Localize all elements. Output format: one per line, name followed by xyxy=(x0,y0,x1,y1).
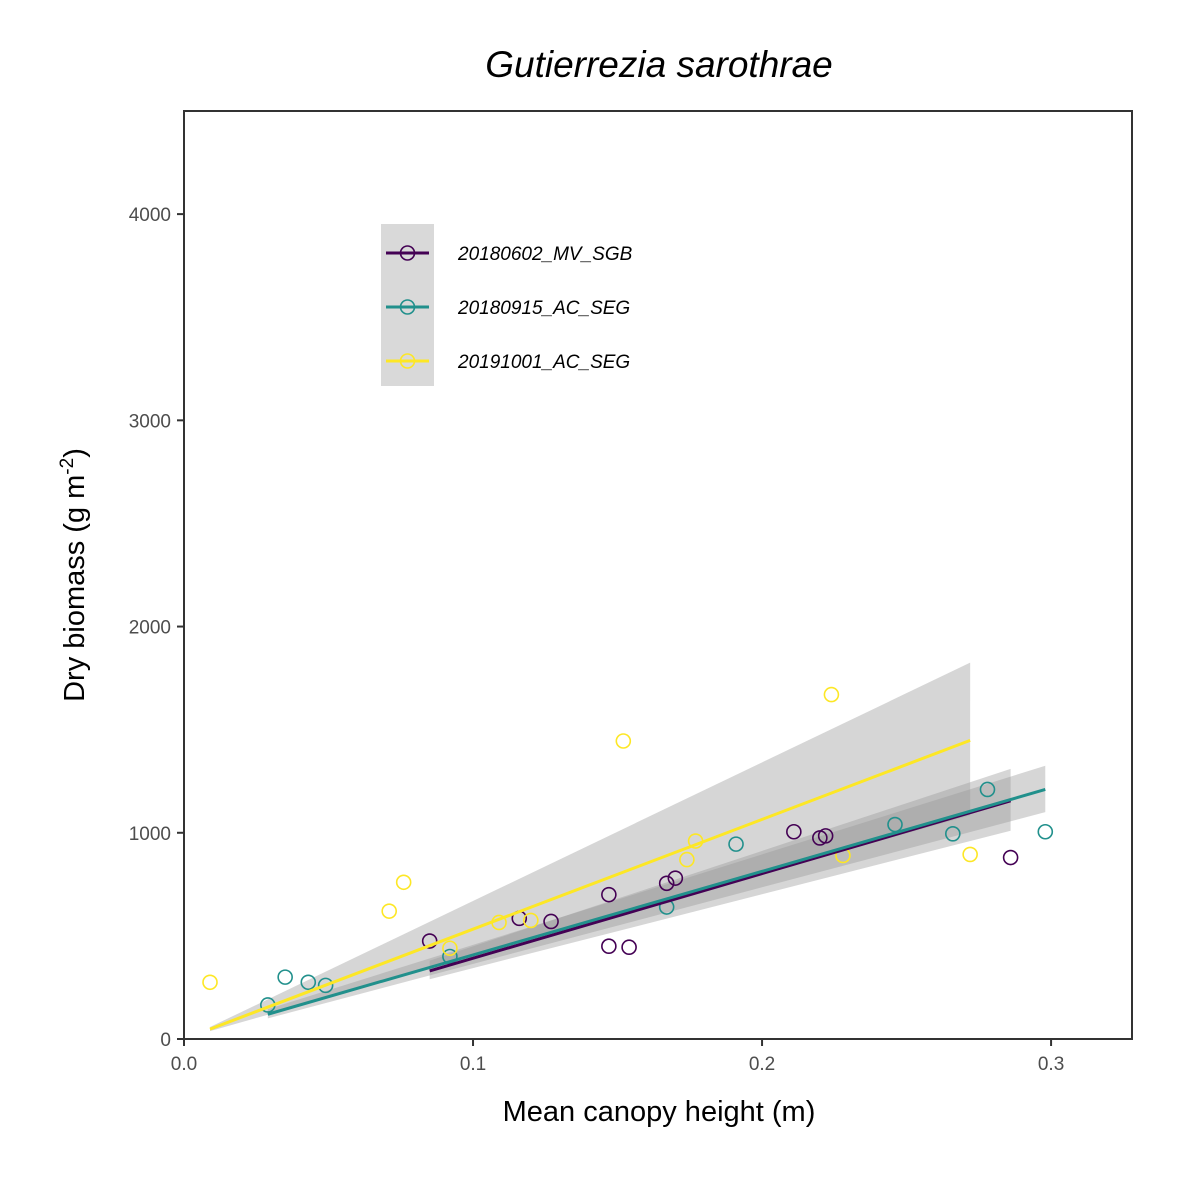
data-point xyxy=(658,875,675,892)
data-point xyxy=(615,733,632,749)
data-point xyxy=(442,940,458,957)
legend-key-background xyxy=(381,224,434,386)
data-point xyxy=(786,823,802,840)
y-axis: 0 1000 2000 3000 4000 xyxy=(129,205,184,1051)
data-point xyxy=(601,938,617,955)
x-tick-label: 0.0 xyxy=(171,1054,197,1075)
x-tick-label: 0.1 xyxy=(460,1054,486,1075)
fit-line xyxy=(209,738,971,1031)
confidence-band xyxy=(267,765,1046,1019)
y-tick-label: 4000 xyxy=(129,205,171,226)
data-point xyxy=(381,903,398,919)
chart-title: Gutierrezia sarothrae xyxy=(485,44,833,85)
y-axis-title-main: Dry biomass (g m xyxy=(59,475,91,702)
data-point xyxy=(979,781,996,798)
data-point xyxy=(817,828,834,844)
data-point xyxy=(543,913,559,930)
confidence-band xyxy=(210,662,971,1032)
y-tick-label: 3000 xyxy=(129,411,171,432)
x-axis: 0.0 0.1 0.2 0.3 xyxy=(171,1039,1064,1075)
y-tick-label: 1000 xyxy=(129,824,171,845)
data-point xyxy=(317,977,334,994)
data-point xyxy=(395,874,412,891)
data-point xyxy=(277,969,293,985)
x-tick-label: 0.2 xyxy=(749,1054,775,1075)
data-point xyxy=(523,912,539,929)
x-axis-title: Mean canopy height (m) xyxy=(503,1096,816,1128)
x-tick-label: 0.3 xyxy=(1038,1054,1064,1075)
y-tick-label: 2000 xyxy=(129,618,171,639)
fit-lines xyxy=(209,738,1046,1031)
legend-label: 20180915_AC_SEG xyxy=(457,298,630,319)
data-point xyxy=(667,870,684,886)
data-point xyxy=(823,686,840,703)
legend-key-marker xyxy=(399,353,416,369)
data-point xyxy=(1037,823,1054,840)
data-point xyxy=(728,836,744,852)
legend-key-marker xyxy=(399,299,416,315)
data-point xyxy=(962,846,978,863)
legend-label: 20180602_MV_SGB xyxy=(457,244,633,265)
confidence-bands xyxy=(210,662,1046,1032)
y-axis-title-exponent: -2 xyxy=(57,458,78,475)
fit-line xyxy=(267,788,1046,1016)
y-axis-title-suffix: ) xyxy=(59,448,91,458)
legend-key-marker xyxy=(399,245,416,261)
legend: 20180602_MV_SGB 20180915_AC_SEG 20191001_A… xyxy=(381,224,633,386)
fit-line xyxy=(429,799,1012,973)
data-point xyxy=(945,826,961,842)
data-point xyxy=(421,933,438,949)
y-tick-label: 0 xyxy=(160,1030,171,1051)
data-point xyxy=(621,939,637,956)
y-axis-title: Dry biomass (g m-2) xyxy=(57,448,91,702)
data-point xyxy=(300,974,317,991)
data-point xyxy=(601,886,617,903)
data-point xyxy=(1002,849,1019,866)
data-point xyxy=(202,974,218,991)
legend-label: 20191001_AC_SEG xyxy=(457,352,630,373)
data-point xyxy=(679,851,695,868)
plot-frame xyxy=(183,110,1133,1040)
